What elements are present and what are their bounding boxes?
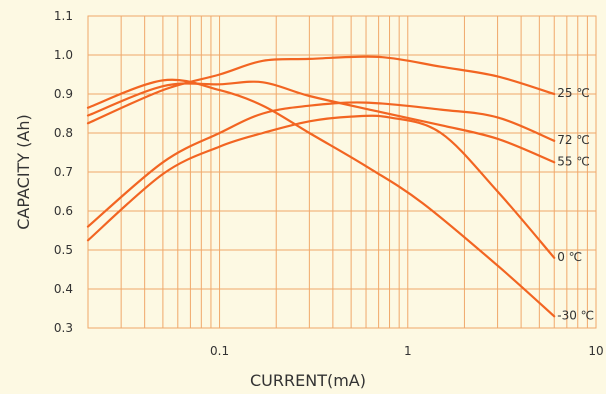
series-line-2 (86, 101, 556, 228)
y-tick-label: 0.4 (54, 282, 73, 296)
y-tick-label: 1.1 (54, 9, 73, 23)
series-line-4 (86, 78, 556, 318)
x-tick-label: 10 (588, 344, 603, 358)
series-label: -30 ℃ (557, 308, 594, 322)
series-line-0 (86, 55, 556, 125)
y-tick-label: 0.5 (54, 243, 73, 257)
y-tick-label: 0.3 (54, 321, 73, 335)
series-label: 25 ℃ (557, 86, 590, 100)
x-tick-labels: 0.1 1 10 (210, 344, 604, 358)
plot-frame (87, 15, 597, 329)
series-lines (86, 55, 556, 318)
y-axis-title: CAPACITY (Ah) (14, 114, 33, 230)
x-tick-label: 1 (404, 344, 412, 358)
series-label: 0 ℃ (557, 250, 582, 264)
series-label: 72 ℃ (557, 133, 590, 147)
x-axis-title: CURRENT(mA) (250, 371, 366, 390)
x-tick-label: 0.1 (210, 344, 229, 358)
y-tick-label: 0.7 (54, 165, 73, 179)
y-tick-labels: 0.3 0.4 0.5 0.6 0.7 0.8 0.9 1.0 1.1 (54, 9, 73, 335)
y-tick-label: 0.8 (54, 126, 73, 140)
y-tick-label: 1.0 (54, 48, 73, 62)
series-line-3 (86, 114, 556, 259)
series-label: 55 ℃ (557, 154, 590, 168)
y-tick-label: 0.6 (54, 204, 73, 218)
series-labels: 25 ℃ 55 ℃ 72 ℃ 0 ℃ -30 ℃ (557, 86, 594, 322)
series-line-1 (86, 80, 556, 164)
y-tick-label: 0.9 (54, 87, 73, 101)
